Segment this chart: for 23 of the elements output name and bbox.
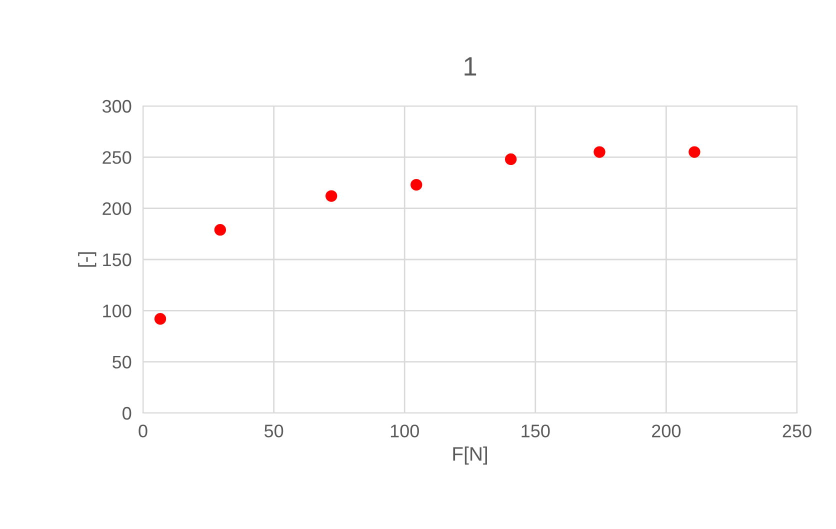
point bbox=[154, 313, 166, 325]
x-tick-label: 250 bbox=[782, 424, 812, 438]
point bbox=[688, 146, 700, 158]
x-axis-title: F[N] bbox=[453, 446, 487, 465]
x-tick-label: 150 bbox=[522, 424, 550, 438]
point bbox=[504, 153, 517, 166]
y-tick-label: 50 bbox=[112, 356, 132, 369]
y-tick-label: 100 bbox=[103, 304, 132, 318]
y-tick-label: 0 bbox=[122, 406, 132, 420]
x-tick-label: 100 bbox=[390, 424, 419, 438]
x-tick-label: 50 bbox=[264, 424, 284, 438]
chart-title: 1 bbox=[464, 57, 476, 76]
x-tick-label: 200 bbox=[652, 424, 681, 438]
y-axis-title: [-] bbox=[78, 252, 96, 267]
point bbox=[214, 224, 226, 236]
y-tick-label: 300 bbox=[102, 100, 132, 113]
point bbox=[594, 146, 606, 158]
point bbox=[410, 178, 422, 191]
x-tick-label: 0 bbox=[138, 424, 148, 438]
y-tick-label: 150 bbox=[103, 253, 132, 266]
point bbox=[326, 190, 338, 202]
y-tick-label: 250 bbox=[102, 151, 132, 164]
y-tick-label: 200 bbox=[102, 202, 132, 216]
